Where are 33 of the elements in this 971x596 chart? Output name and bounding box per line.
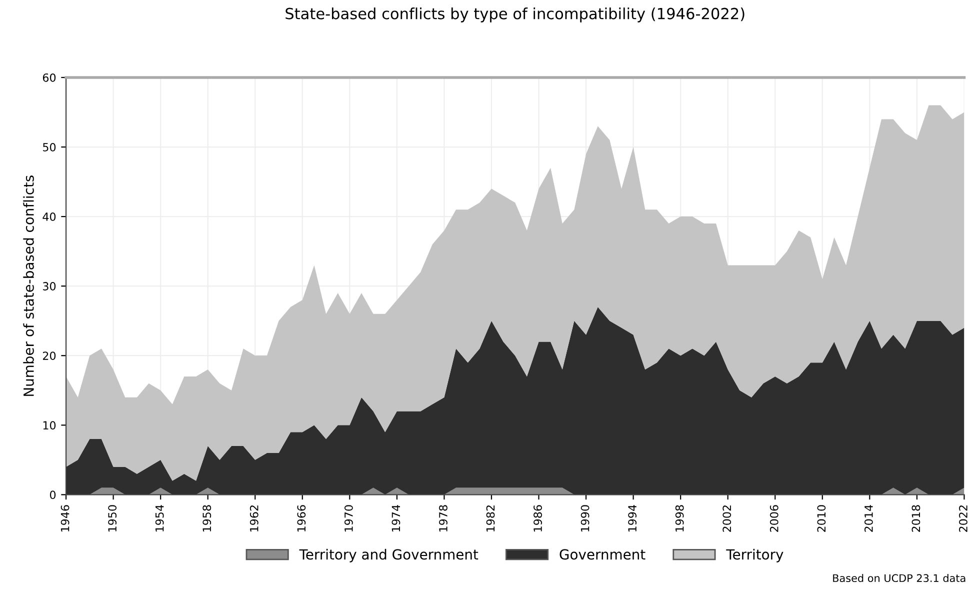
x-tick-label: 1994 [628,505,637,532]
x-tick-label: 2022 [959,506,968,532]
x-tick-label: 1990 [580,505,590,532]
y-tick-label: 30 [43,282,56,290]
legend-label: Government [560,549,646,560]
x-tick-label: 1946 [60,505,70,532]
legend-label: Territory and Government [299,548,478,562]
x-tick-label: 1998 [675,505,684,532]
y-tick-label: 40 [42,212,56,221]
y-tick-label: 60 [42,73,56,82]
y-tick-label: 20 [42,352,56,360]
x-tick-label: 2006 [770,505,778,532]
y-tick-label: 50 [43,142,56,152]
x-tick-label: 1974 [392,505,400,532]
y-tick-label: 10 [43,421,56,430]
x-tick-label: 2014 [864,505,873,532]
x-tick-label: 1970 [344,505,353,532]
x-tick-label: 1978 [439,505,448,532]
x-tick-label: 1982 [486,506,495,532]
legend-label: Territory [726,548,784,562]
chart-title: State-based conflicts by type of incompatibility (1946-2022) [286,8,744,22]
y-axis-title: Number of state-based conflicts [23,176,34,396]
y-tick-label: 0 [50,490,56,500]
x-tick-label: 1954 [155,505,164,532]
x-tick-label: 1986 [534,505,542,532]
text: Based on UCDP 23.1 data [833,574,966,582]
x-tick-label: 2002 [722,506,732,532]
x-tick-label: 1958 [202,505,212,532]
x-tick-label: 1950 [108,505,117,532]
x-tick-label: 1962 [250,506,258,532]
x-tick-label: 2018 [912,505,920,532]
x-tick-label: 2010 [817,505,826,532]
x-tick-label: 1966 [297,505,306,532]
